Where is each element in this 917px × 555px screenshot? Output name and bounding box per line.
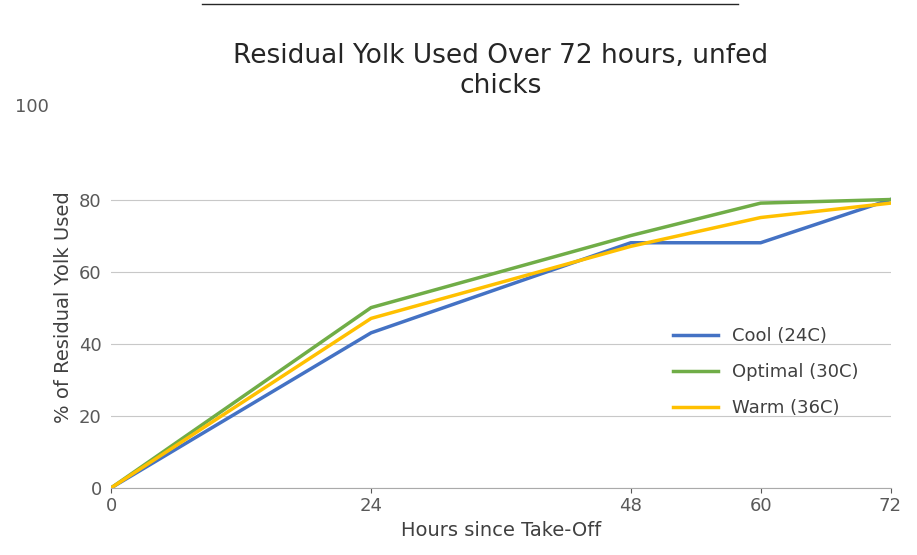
Y-axis label: % of Residual Yolk Used: % of Residual Yolk Used	[54, 191, 73, 423]
Cool (24C)	[885, 196, 896, 203]
Warm (36C)	[105, 485, 116, 491]
Warm (36C)	[885, 200, 896, 206]
Cool (24C)	[105, 485, 116, 491]
Cool (24C)	[755, 239, 766, 246]
Optimal (30C)	[366, 304, 377, 311]
Optimal (30C)	[755, 200, 766, 206]
Warm (36C)	[366, 315, 377, 322]
Line: Cool (24C): Cool (24C)	[111, 199, 890, 488]
Line: Warm (36C): Warm (36C)	[111, 203, 890, 488]
Title: Residual Yolk Used Over 72 hours, unfed
chicks: Residual Yolk Used Over 72 hours, unfed …	[233, 43, 768, 99]
X-axis label: Hours since Take-Off: Hours since Take-Off	[401, 521, 601, 540]
Warm (36C)	[625, 243, 636, 250]
Cool (24C)	[625, 239, 636, 246]
Legend: Cool (24C), Optimal (30C), Warm (36C): Cool (24C), Optimal (30C), Warm (36C)	[666, 320, 866, 425]
Text: 100: 100	[15, 98, 49, 117]
Optimal (30C)	[885, 196, 896, 203]
Line: Optimal (30C): Optimal (30C)	[111, 199, 890, 488]
Cool (24C)	[366, 330, 377, 336]
Warm (36C)	[755, 214, 766, 221]
Optimal (30C)	[625, 232, 636, 239]
Optimal (30C)	[105, 485, 116, 491]
